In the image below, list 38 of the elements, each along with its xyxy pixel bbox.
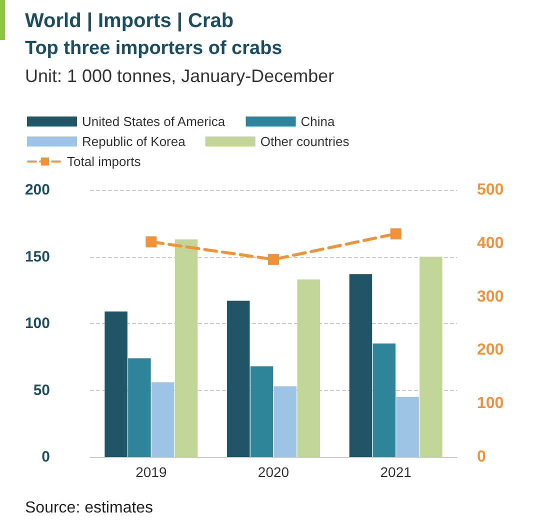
y-tick-label: 200 — [24, 182, 50, 198]
bar — [227, 300, 250, 457]
bar — [396, 396, 419, 457]
x-tick-label: 2019 — [136, 464, 167, 480]
y2-tick-label: 100 — [477, 395, 504, 412]
bar — [349, 274, 372, 457]
text: Unit: 1 000 tonnes, January-December — [25, 66, 334, 86]
bar — [250, 366, 274, 457]
bar — [420, 256, 442, 457]
legend-label: Other countries — [260, 134, 350, 149]
y2-tick-label: 300 — [477, 288, 504, 306]
chart-subtitle: Top three importers of crabs — [25, 38, 282, 59]
bar — [152, 382, 174, 457]
bar — [174, 239, 198, 457]
legend-label: Republic of Korea — [82, 134, 186, 149]
source-note: Source: estimates — [25, 500, 154, 516]
y2-tick-label: 0 — [477, 448, 486, 466]
y2-tick-label: 200 — [477, 342, 504, 359]
y-tick-label: 150 — [24, 248, 50, 266]
bar — [297, 279, 320, 457]
x-tick-label: 2020 — [258, 464, 290, 480]
bar — [128, 358, 151, 457]
point — [268, 254, 279, 265]
chart-title: World | Imports | Crab — [25, 10, 234, 32]
bar — [274, 386, 297, 457]
y-tick-label: 100 — [24, 315, 50, 332]
legend-label: China — [300, 114, 336, 129]
legend-label: United States of America — [82, 114, 226, 129]
bar — [104, 311, 128, 457]
legend-label: Total imports — [67, 154, 142, 169]
x-tick-label: 2021 — [380, 464, 412, 480]
point — [146, 236, 157, 248]
y2-tick-label: 500 — [477, 182, 504, 198]
bar — [372, 344, 396, 457]
y-tick-label: 0 — [42, 448, 50, 466]
y-tick-label: 50 — [33, 382, 50, 399]
point — [390, 228, 402, 240]
y2-tick-label: 400 — [477, 234, 504, 252]
